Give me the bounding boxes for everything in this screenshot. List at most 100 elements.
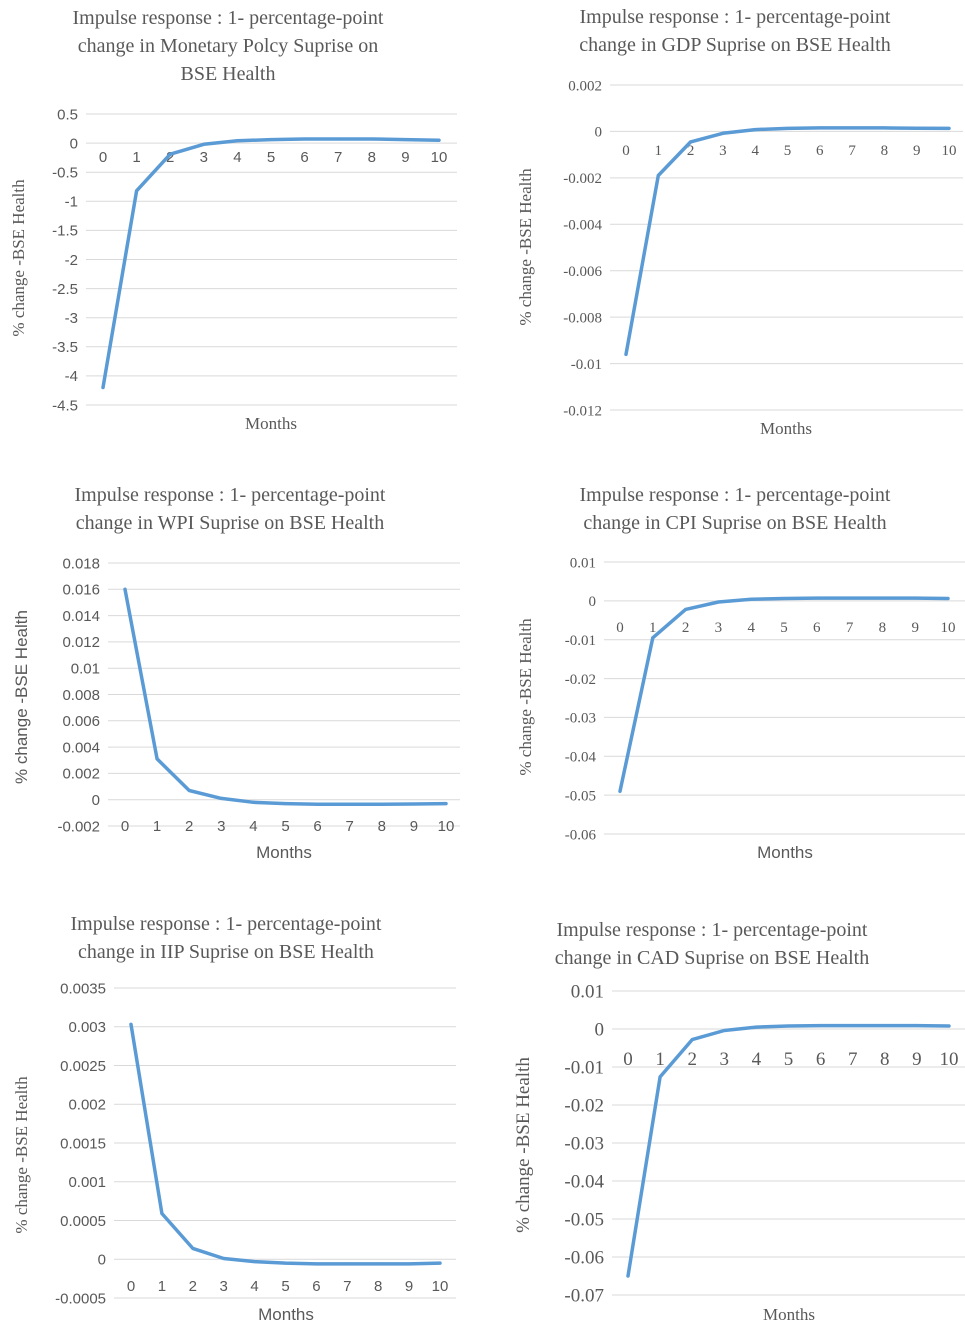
y-tick-label: -0.05 xyxy=(565,788,596,804)
y-tick-label: -4 xyxy=(65,368,78,385)
y-axis-label: % change -BSE Health xyxy=(516,618,535,776)
x-tick-label: 4 xyxy=(233,149,241,166)
data-point xyxy=(754,1025,758,1029)
data-point xyxy=(345,1262,349,1266)
x-tick-label: 1 xyxy=(132,149,140,166)
chart-title-line: Impulse response : 1- percentage-point xyxy=(579,484,890,506)
y-tick-label: -2.5 xyxy=(52,281,78,298)
x-axis-label: Months xyxy=(258,1305,314,1324)
data-point xyxy=(684,607,688,611)
data-point xyxy=(786,126,789,130)
chart-1: Impulse response : 1- percentage-point ch… xyxy=(9,7,457,433)
y-tick-label: -0.004 xyxy=(563,218,602,234)
x-tick-label: 1 xyxy=(655,1049,665,1070)
y-tick-label: 0.0035 xyxy=(60,980,106,997)
chart-4: Impulse response : 1- percentage-point ch… xyxy=(516,484,965,862)
x-tick-label: 8 xyxy=(880,1049,890,1070)
data-point xyxy=(202,142,206,146)
data-point xyxy=(380,802,384,806)
y-tick-label: -0.02 xyxy=(565,672,596,688)
y-tick-label: 0.002 xyxy=(62,766,100,783)
x-tick-label: 5 xyxy=(281,1278,289,1295)
x-tick-label: 1 xyxy=(655,143,663,159)
y-tick-label: 0.0025 xyxy=(60,1058,106,1075)
y-tick-label: 0.012 xyxy=(62,634,100,651)
y-tick-label: 0.006 xyxy=(62,713,100,730)
data-point xyxy=(222,1256,226,1260)
x-tick-label: 8 xyxy=(378,818,386,835)
x-tick-label: 4 xyxy=(747,620,755,636)
x-tick-label: 10 xyxy=(431,149,448,166)
x-tick-label: 8 xyxy=(368,149,376,166)
chart-title-line: change in CAD Suprise on BSE Health xyxy=(555,947,869,969)
y-tick-label: 0 xyxy=(589,594,597,610)
y-tick-label: 0.003 xyxy=(68,1019,106,1036)
data-point xyxy=(947,126,951,130)
data-point xyxy=(251,800,255,804)
x-tick-label: 0 xyxy=(121,818,129,835)
data-point xyxy=(438,1261,442,1265)
data-point xyxy=(818,126,822,130)
x-tick-label: 10 xyxy=(941,620,956,636)
y-tick-label: 0.002 xyxy=(68,1097,106,1114)
data-point xyxy=(437,138,441,142)
data-point xyxy=(253,1260,257,1264)
y-tick-label: -2 xyxy=(65,252,78,269)
series-line xyxy=(101,137,441,390)
data-point xyxy=(303,137,307,141)
x-tick-label: 10 xyxy=(432,1278,449,1295)
y-tick-label: -1 xyxy=(65,194,78,211)
y-tick-label: -0.03 xyxy=(565,711,596,727)
y-tick-label: 0 xyxy=(70,135,78,152)
x-tick-label: 10 xyxy=(940,1049,959,1070)
y-tick-label: -0.07 xyxy=(564,1286,604,1307)
y-tick-label: -0.01 xyxy=(564,1058,604,1079)
x-tick-label: 7 xyxy=(343,1278,351,1295)
chart-title-line: BSE Health xyxy=(181,63,276,85)
chart-title-line: Impulse response : 1- percentage-point xyxy=(556,919,867,941)
data-point xyxy=(656,174,660,178)
y-tick-label: -0.01 xyxy=(565,633,596,649)
x-tick-label: 4 xyxy=(752,1049,762,1070)
chart-6: Impulse response : 1- percentage-point ch… xyxy=(513,919,965,1324)
data-point xyxy=(336,137,340,141)
data-point xyxy=(721,131,725,135)
y-tick-label: 0.004 xyxy=(62,739,100,756)
x-tick-label: 0 xyxy=(623,1049,633,1070)
x-tick-label: 5 xyxy=(784,1049,794,1070)
y-tick-label: -0.006 xyxy=(563,264,602,280)
data-point xyxy=(284,1261,287,1265)
y-tick-label: 0 xyxy=(98,1252,106,1269)
y-tick-label: -0.008 xyxy=(563,310,602,326)
data-point xyxy=(915,126,919,130)
x-tick-label: 9 xyxy=(401,149,409,166)
y-tick-label: 0.014 xyxy=(62,608,100,625)
data-point xyxy=(168,152,172,156)
x-tick-label: 5 xyxy=(780,620,788,636)
data-point xyxy=(690,1038,694,1042)
x-tick-label: 4 xyxy=(250,1278,258,1295)
chart-title-line: change in WPI Suprise on BSE Health xyxy=(76,512,384,534)
data-point xyxy=(314,1262,318,1266)
data-point xyxy=(851,1024,855,1028)
y-axis-label: % change -BSE Health xyxy=(12,1076,31,1234)
x-tick-label: 3 xyxy=(217,818,225,835)
chart-title-line: change in IIP Suprise on BSE Health xyxy=(78,941,374,963)
y-tick-label: -1.5 xyxy=(52,223,78,240)
data-point xyxy=(123,587,127,591)
y-tick-label: -0.06 xyxy=(564,1248,604,1269)
data-point xyxy=(782,597,786,601)
y-tick-label: -0.06 xyxy=(565,827,597,843)
x-tick-label: 9 xyxy=(410,818,418,835)
y-tick-label: 0.002 xyxy=(568,78,602,94)
y-tick-label: 0.0015 xyxy=(60,1135,106,1152)
x-tick-label: 10 xyxy=(438,818,455,835)
x-tick-label: 3 xyxy=(200,149,208,166)
y-tick-label: 0.016 xyxy=(62,582,100,599)
y-tick-label: -0.0005 xyxy=(55,1290,106,1307)
data-point xyxy=(129,1022,133,1026)
x-tick-label: 6 xyxy=(816,143,824,159)
x-axis-label: Months xyxy=(256,843,312,862)
y-axis-label: % change -BSE Health xyxy=(513,1057,534,1233)
